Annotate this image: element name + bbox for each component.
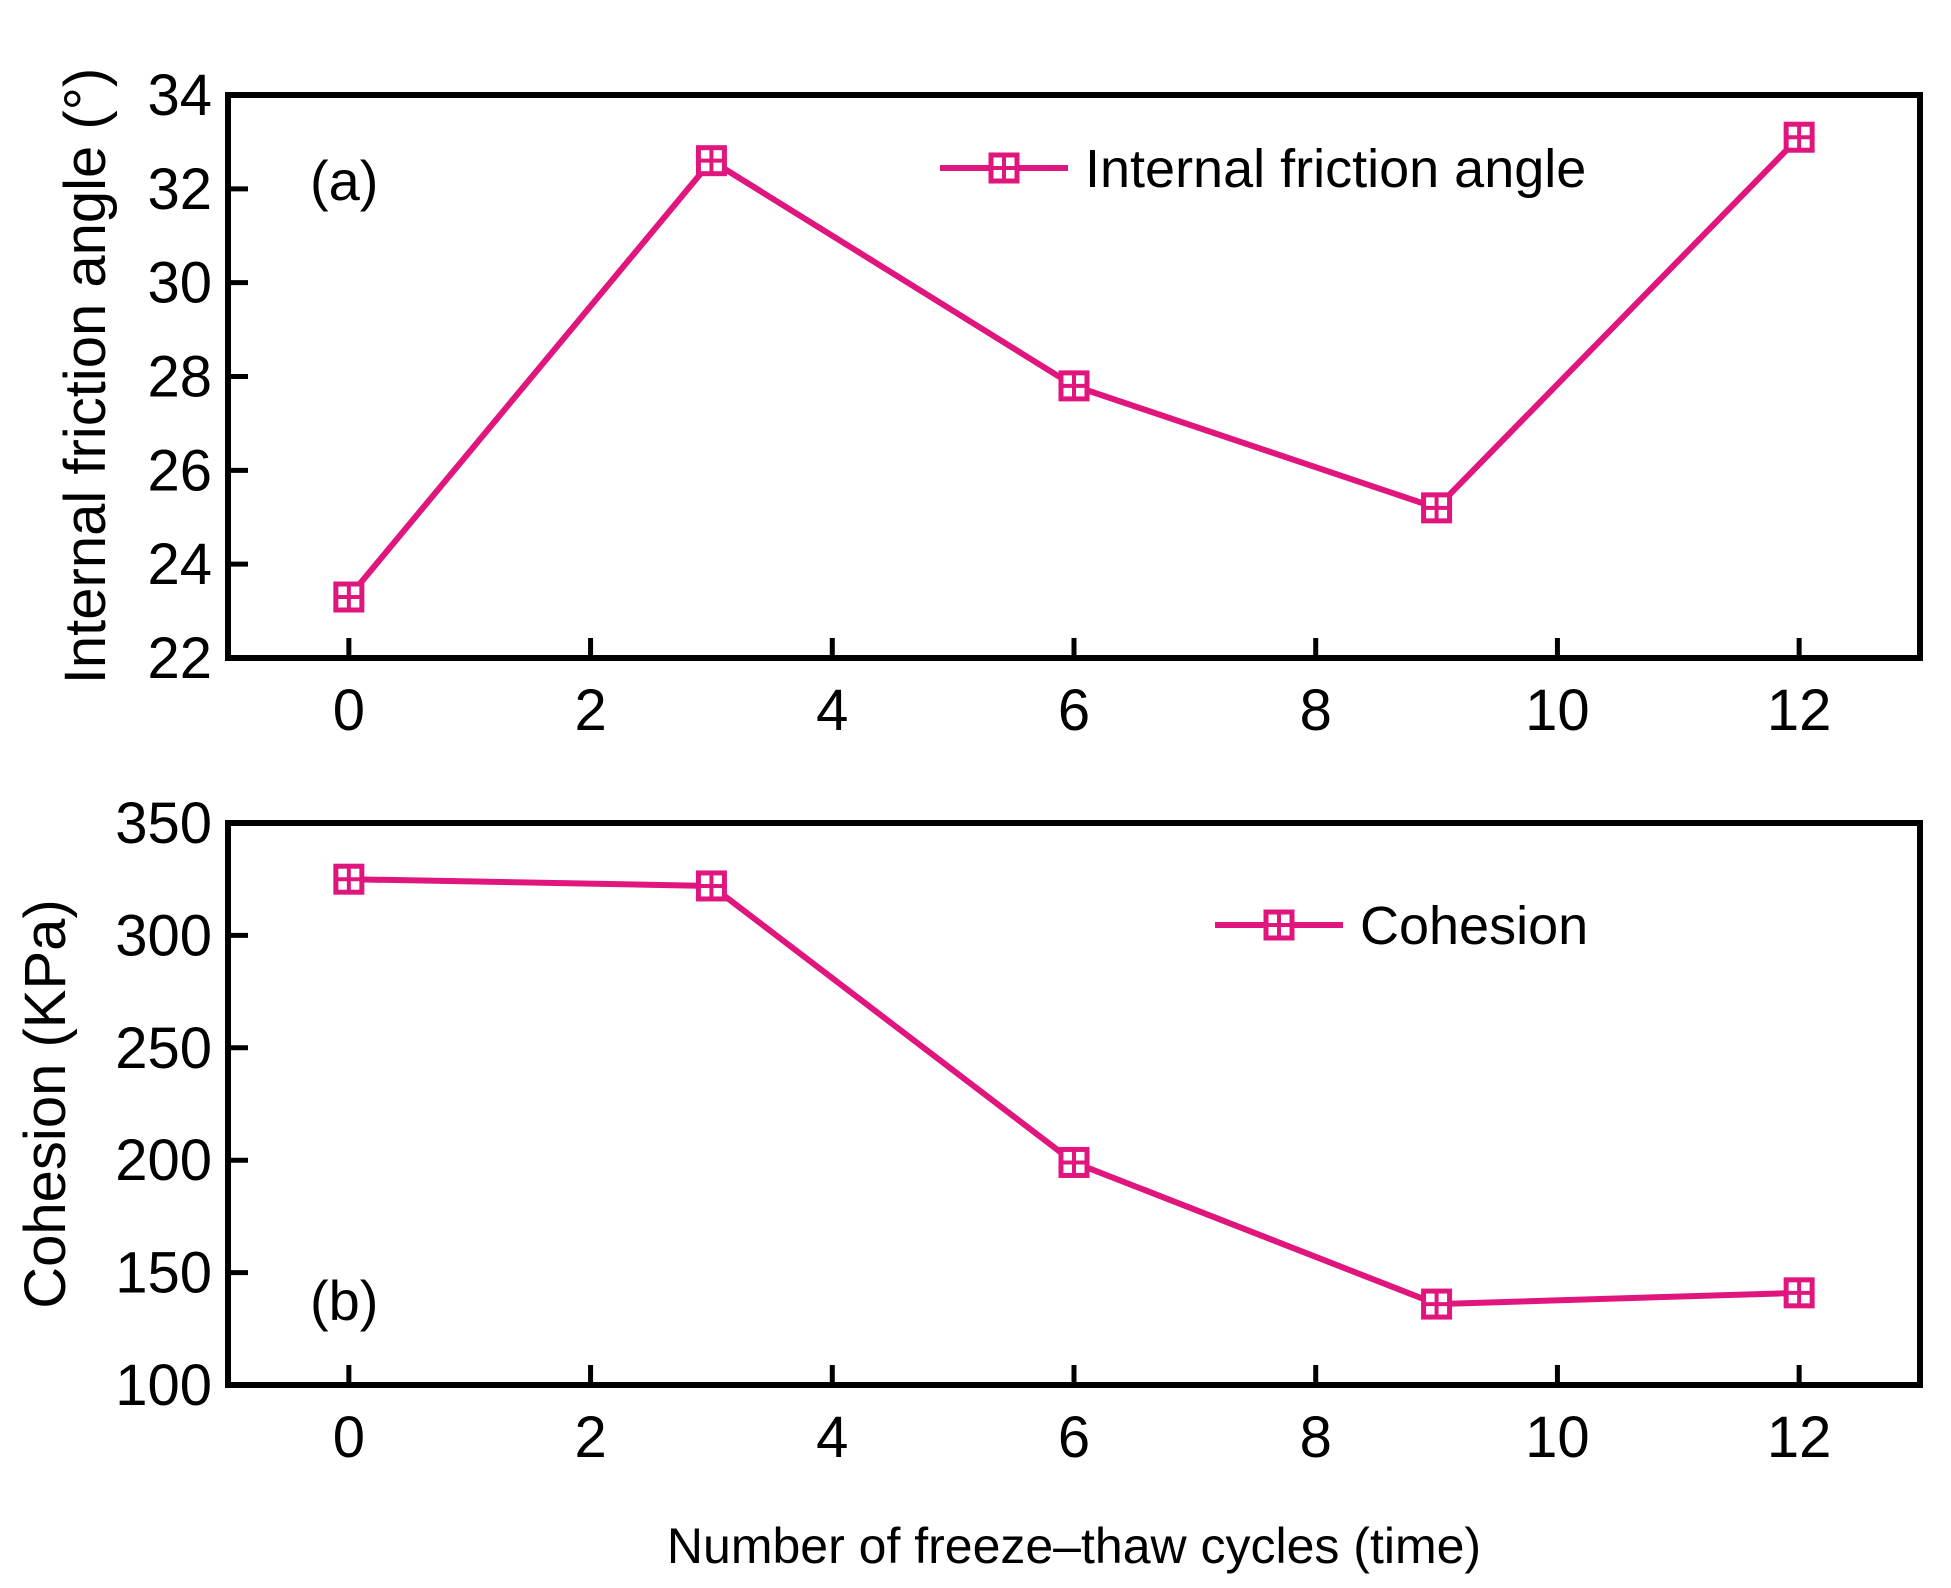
- x-axis-title: Number of freeze–thaw cycles (time): [667, 1518, 1481, 1574]
- panel-a-xtick-label: 0: [333, 678, 365, 743]
- panel-b-ytick-label: 250: [115, 1016, 212, 1081]
- panel-a-ytick-label: 28: [147, 345, 212, 410]
- panel-a-label: (a): [310, 149, 378, 212]
- panel-a-markers: [333, 121, 1815, 613]
- panel-a-series-line: [346, 135, 1802, 599]
- panel-a-legend: Internal friction angle: [940, 139, 1586, 199]
- panel-b-plot-frame: [225, 820, 1923, 1388]
- panel-a-xtick-label: 8: [1300, 678, 1332, 743]
- panel-a-legend-marker: [988, 152, 1020, 184]
- panel-a-xtick-label: 4: [816, 678, 848, 743]
- panel-b-xtick-label: 10: [1525, 1405, 1590, 1470]
- panel-b-legend: Cohesion: [1215, 896, 1588, 956]
- panel-b-ylabel: Cohesion (KPa): [13, 899, 78, 1308]
- panel-a-legend-marker-symbol: [988, 152, 1020, 184]
- panel-b-ytick-label: 200: [115, 1128, 212, 1193]
- panel-b-xtick-label: 6: [1058, 1405, 1090, 1470]
- panel-b-ytick-label: 150: [115, 1241, 212, 1306]
- panel-b-xtick-label: 4: [816, 1405, 848, 1470]
- panel-a-ytick-label: 30: [147, 251, 212, 316]
- panel-b-legend-marker: [1263, 909, 1295, 941]
- panel-b-data-point: [1058, 1146, 1090, 1178]
- panel-b-label: (b): [310, 1269, 378, 1332]
- panel-b-ytick-label: 100: [115, 1353, 212, 1418]
- panel-a-data-point: [1783, 121, 1815, 153]
- panel-b-ytick-label: 300: [115, 903, 212, 968]
- panel-a-ytick-label: 22: [147, 626, 212, 691]
- panel-a-ylabel: Internal friction angle (°): [53, 68, 118, 684]
- panel-b-data-point: [333, 863, 365, 895]
- panel-a-xtick-label: 6: [1058, 678, 1090, 743]
- panel-b-legend-label: Cohesion: [1360, 896, 1588, 956]
- panel-b-legend-marker-symbol: [1263, 909, 1295, 941]
- panel-b-xtick-label: 2: [574, 1405, 606, 1470]
- panel-b-xtick-label: 8: [1300, 1405, 1332, 1470]
- panel-b-ticks: 0 2 4 6 8 10 12 100 150 200 250 300 350: [115, 791, 1831, 1470]
- panel-a-xtick-label: 10: [1525, 678, 1590, 743]
- panel-b-data-point: [1783, 1277, 1815, 1309]
- panel-a-xtick-label: 12: [1767, 678, 1832, 743]
- panel-b-xtick-label: 0: [333, 1405, 365, 1470]
- panel-a-legend-label: Internal friction angle: [1085, 139, 1586, 199]
- panel-b-cohesion: 0 2 4 6 8 10 12 100 150 200 250 300 350 (b) Cohesion…: [13, 791, 1923, 1470]
- panel-b-data-point: [1421, 1288, 1453, 1320]
- panel-b-xtick-label: 12: [1767, 1405, 1832, 1470]
- panel-a-ytick-label: 26: [147, 438, 212, 503]
- panel-a-data-point: [333, 581, 365, 613]
- panel-a-data-point: [1421, 492, 1453, 524]
- panel-b-markers: [333, 863, 1815, 1320]
- panel-a-xtick-label: 2: [574, 678, 606, 743]
- panel-a-data-point: [695, 145, 727, 177]
- panel-a-data-point: [1058, 370, 1090, 402]
- panel-a-ytick-label: 32: [147, 157, 212, 222]
- panel-b-ytick-label: 350: [115, 791, 212, 856]
- panel-a-ytick-label: 34: [147, 63, 212, 128]
- panel-b-data-point: [695, 870, 727, 902]
- panel-a-ytick-label: 24: [147, 532, 212, 597]
